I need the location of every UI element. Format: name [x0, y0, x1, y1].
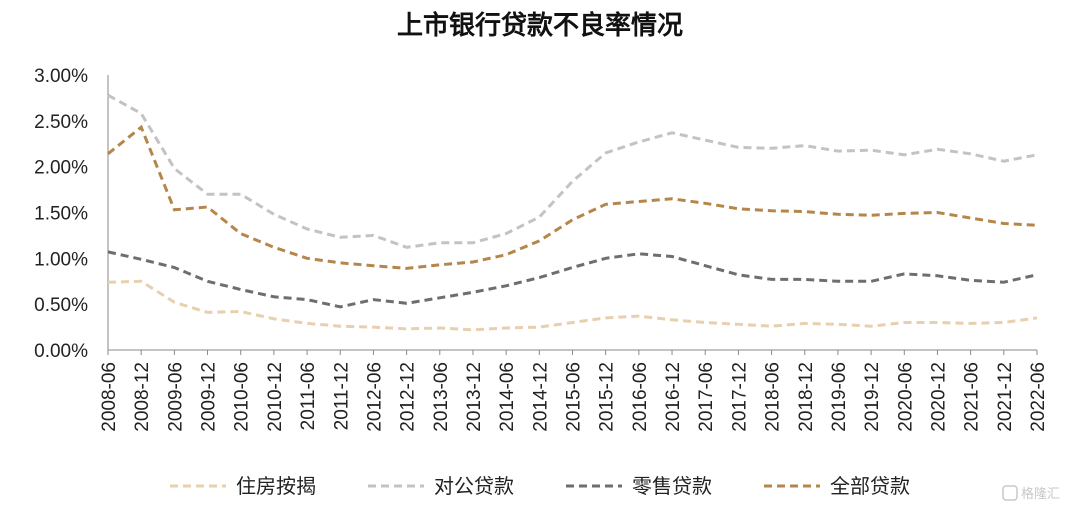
legend-item: 对公贷款	[368, 474, 514, 498]
x-tick-label: 2014-06	[497, 362, 518, 432]
chart-title: 上市银行贷款不良率情况	[397, 10, 683, 41]
y-tick-label: 1.50%	[34, 204, 88, 225]
y-tick-label: 0.00%	[34, 341, 88, 362]
legend-label: 住房按揭	[236, 474, 316, 498]
y-tick-label: 0.50%	[34, 295, 88, 316]
x-tick-label: 2011-12	[331, 362, 352, 430]
y-tick-label: 3.00%	[34, 66, 88, 87]
x-tick-label: 2009-12	[199, 362, 220, 432]
series-line-2	[107, 93, 1038, 249]
legend-label: 对公贷款	[434, 474, 514, 498]
y-tick-label: 2.50%	[34, 112, 88, 133]
axes	[107, 75, 1038, 355]
legend: 住房按揭 对公贷款 零售贷款 全部贷款	[170, 474, 910, 498]
watermark: 格隆汇	[1002, 485, 1060, 502]
x-tick-label: 2019-12	[862, 362, 883, 432]
series-line-3	[107, 250, 1038, 309]
x-tick-label: 2010-12	[265, 362, 286, 432]
watermark-text: 格隆汇	[1021, 486, 1060, 502]
y-tick-labels: 0.00% 0.50% 1.00% 1.50% 2.00% 2.50% 3.00%	[34, 66, 88, 362]
x-tick-label: 2008-06	[99, 362, 120, 432]
logo-g-icon	[1002, 485, 1018, 501]
x-tick-label: 2014-12	[530, 362, 551, 432]
x-tick-label: 2015-06	[564, 362, 585, 432]
series-line-1	[107, 279, 1038, 332]
y-tick-label: 2.00%	[34, 158, 88, 179]
x-tick-label: 2018-06	[763, 362, 784, 432]
x-tick-label: 2017-06	[696, 362, 717, 432]
x-tick-label: 2009-06	[165, 362, 186, 432]
x-tick-label: 2017-12	[729, 362, 750, 432]
x-tick-label: 2019-06	[829, 362, 850, 432]
y-tick-label: 1.00%	[34, 249, 88, 270]
x-tick-label: 2022-06	[1028, 362, 1049, 432]
x-tick-label: 2016-12	[663, 362, 684, 432]
x-tick-label: 2010-06	[232, 362, 253, 432]
x-tick-label: 2020-12	[928, 362, 949, 432]
x-tick-label: 2021-06	[962, 362, 983, 432]
legend-item: 住房按揭	[170, 474, 316, 498]
x-tick-labels: 2008-06 2008-12 2009-06 2009-12 2010-06 2010-…	[99, 362, 1049, 432]
x-tick-label: 2011-06	[298, 362, 319, 430]
legend-label: 零售贷款	[632, 474, 712, 498]
series-lines	[107, 93, 1038, 332]
x-tick-label: 2008-12	[132, 362, 153, 432]
legend-item: 零售贷款	[566, 474, 712, 498]
x-tick-label: 2013-06	[431, 362, 452, 432]
legend-label: 全部贷款	[830, 474, 910, 498]
x-tick-label: 2015-12	[597, 362, 618, 432]
x-tick-label: 2016-06	[630, 362, 651, 432]
x-tick-label: 2020-06	[895, 362, 916, 432]
x-tick-label: 2021-12	[995, 362, 1016, 432]
x-tick-label: 2012-12	[398, 362, 419, 432]
x-tick-label: 2012-06	[364, 362, 385, 432]
x-tick-label: 2013-12	[464, 362, 485, 432]
x-tick-label: 2018-12	[796, 362, 817, 432]
legend-item: 全部贷款	[764, 474, 910, 498]
